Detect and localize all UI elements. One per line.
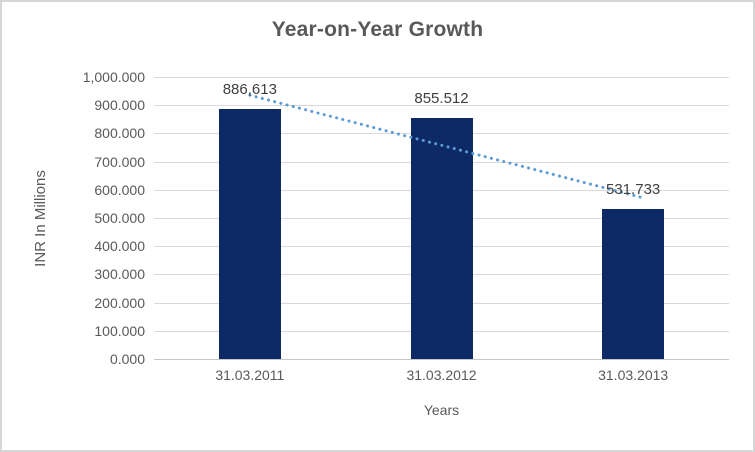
y-axis-tick-label: 900.000 (94, 97, 145, 114)
plot-area: 886,613 855.512 531.733 (154, 77, 729, 360)
y-axis-tick-label: 400.000 (94, 238, 145, 255)
x-axis-tick-label: 31.03.2011 (215, 367, 285, 383)
y-axis-tick-label: 1,000.000 (82, 69, 145, 85)
bar-31.03.2012 (410, 117, 473, 359)
x-axis-line (154, 359, 729, 360)
y-axis-tick-label: 100.000 (94, 322, 145, 339)
y-axis-tick-labels: 1,000.000 900.000 800.000 700.000 600.000 500… (2, 69, 145, 367)
x-axis-title: Years (423, 402, 460, 418)
data-label-31.03.2013: 531.733 (606, 181, 661, 199)
bar-31.03.2013 (602, 209, 665, 359)
chart-title: Year-on-Year Growth (271, 18, 484, 41)
bar-31.03.2011 (218, 108, 281, 359)
x-axis-tick-label: 31.03.2013 (598, 367, 669, 383)
y-axis-tick-label: 700.000 (94, 153, 145, 170)
x-axis-tick-label: 31.03.2012 (406, 367, 477, 383)
x-axis-tick-labels: 31.03.2011 31.03.2012 31.03.2013 (154, 367, 729, 387)
y-axis-tick-label: 200.000 (94, 294, 145, 311)
data-label-31.03.2012: 855.512 (414, 89, 469, 107)
gridline (154, 77, 729, 78)
y-axis-tick-label: 300.000 (94, 266, 145, 283)
y-axis-tick-label: 600.000 (94, 181, 145, 198)
y-axis-tick-label: 0.000 (109, 351, 145, 367)
y-axis-tick-label: 800.000 (94, 125, 145, 142)
data-label-31.03.2011: 886,613 (222, 80, 277, 98)
y-axis-tick-label: 500.000 (94, 210, 145, 226)
